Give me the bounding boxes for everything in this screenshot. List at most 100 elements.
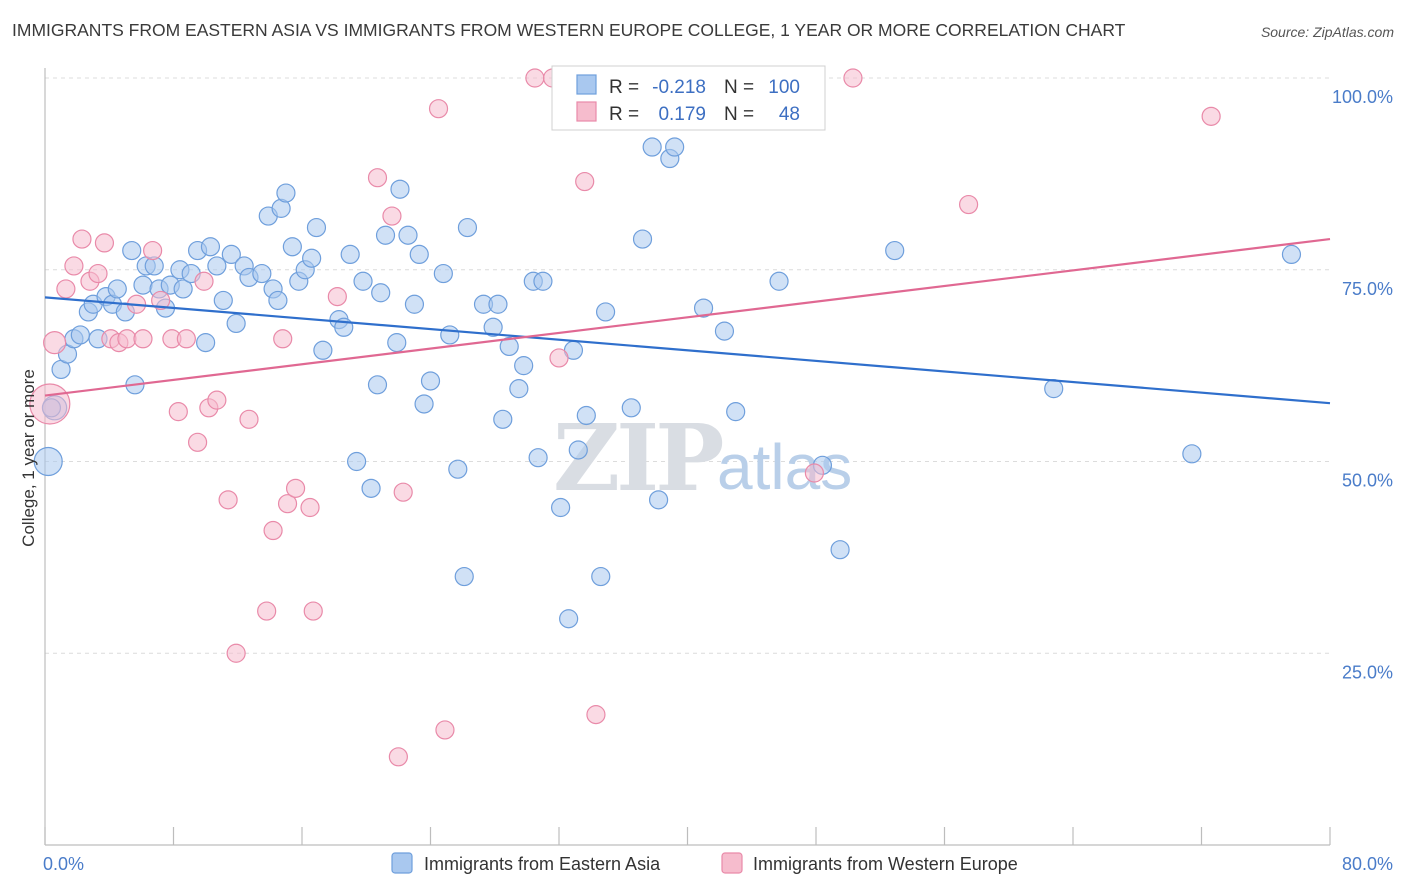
data-point — [277, 494, 298, 514]
data-point — [387, 333, 407, 353]
data-point — [207, 256, 227, 276]
data-point — [568, 440, 588, 460]
data-point — [1182, 444, 1202, 464]
legend-label-eastern-asia: Immigrants from Eastern Asia — [424, 854, 661, 874]
stats-pink-n-label: N = — [724, 104, 754, 125]
data-point — [390, 179, 410, 199]
data-point — [388, 747, 408, 767]
stats-pink-r-label: R = — [609, 104, 639, 125]
data-point — [327, 286, 347, 307]
data-point — [33, 446, 63, 477]
data-point — [117, 329, 137, 349]
data-point — [122, 240, 142, 261]
source-credit: Source: ZipAtlas.com — [1260, 24, 1394, 40]
data-point — [200, 237, 221, 257]
data-point — [559, 609, 579, 629]
data-point — [648, 490, 669, 510]
data-point — [133, 275, 153, 295]
x-tick-label-min: 0.0% — [43, 854, 84, 874]
data-point — [549, 348, 569, 368]
data-point — [64, 256, 84, 276]
data-point — [726, 402, 746, 422]
y-tick-label: 75.0% — [1342, 279, 1393, 299]
data-point — [493, 409, 513, 429]
data-point — [207, 390, 227, 410]
data-point — [361, 478, 381, 498]
stats-blue-r-label: R = — [609, 77, 639, 98]
x-tick-label-max: 80.0% — [1342, 854, 1393, 874]
legend-label-western-europe: Immigrants from Western Europe — [753, 854, 1018, 874]
data-point — [276, 183, 296, 203]
data-point — [371, 283, 391, 303]
data-point — [239, 409, 259, 429]
data-point — [404, 294, 425, 314]
data-point — [621, 398, 641, 418]
data-point — [353, 271, 373, 291]
data-point — [483, 317, 503, 337]
data-point — [218, 490, 238, 510]
data-point — [194, 271, 214, 291]
data-point — [263, 520, 283, 541]
data-point — [213, 290, 233, 311]
data-point — [393, 482, 413, 502]
data-point — [448, 459, 468, 479]
data-point — [575, 171, 595, 192]
data-point — [94, 233, 115, 253]
data-point — [514, 356, 534, 376]
data-point — [499, 336, 519, 357]
data-point — [302, 248, 322, 268]
data-point — [196, 333, 216, 353]
data-point — [176, 329, 196, 349]
watermark: ZIP atlas — [553, 404, 852, 512]
data-point — [56, 279, 76, 299]
stats-blue-swatch — [576, 74, 597, 95]
data-point — [958, 194, 979, 215]
data-point — [551, 497, 571, 518]
data-point — [187, 432, 208, 452]
data-point — [576, 405, 596, 426]
data-point — [303, 601, 323, 621]
data-point — [409, 244, 429, 265]
data-point — [414, 394, 434, 414]
data-point — [43, 331, 67, 355]
data-point — [226, 643, 246, 663]
trend-lines — [44, 237, 1331, 405]
data-point — [257, 601, 277, 621]
stats-blue-n-label: N = — [724, 77, 754, 98]
y-axis-label: College, 1 year or more — [19, 369, 38, 547]
data-point — [133, 329, 153, 349]
watermark-atlas: atlas — [717, 431, 852, 503]
data-point — [70, 325, 90, 345]
data-point — [440, 325, 460, 345]
legend: Immigrants from Eastern Asia Immigrants … — [391, 852, 1018, 874]
data-point — [88, 263, 108, 284]
data-point — [642, 137, 662, 157]
trend-line — [44, 296, 1331, 405]
data-point — [595, 302, 616, 322]
data-point — [273, 329, 293, 349]
trend-line — [44, 237, 1331, 397]
data-point — [1281, 244, 1302, 265]
data-point — [173, 279, 193, 299]
data-point — [252, 263, 272, 284]
data-point — [665, 137, 685, 157]
data-point — [693, 298, 714, 318]
data-point — [268, 290, 288, 311]
data-point — [525, 68, 545, 88]
data-point — [433, 263, 453, 284]
data-point — [533, 271, 553, 291]
data-point — [107, 279, 127, 299]
data-point — [488, 294, 508, 314]
data-point — [72, 229, 92, 249]
data-point — [282, 237, 302, 257]
data-point — [632, 229, 653, 249]
data-point — [300, 497, 320, 518]
data-point — [591, 566, 611, 587]
data-point — [221, 244, 241, 265]
data-point — [347, 451, 367, 472]
data-point — [528, 448, 548, 468]
data-point — [804, 463, 824, 483]
data-point — [306, 217, 327, 238]
data-point — [509, 379, 529, 399]
